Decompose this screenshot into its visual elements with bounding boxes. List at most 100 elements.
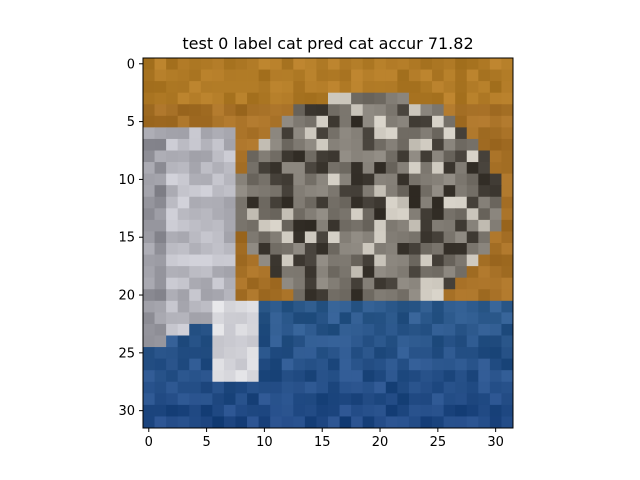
image-pixel [189, 104, 202, 117]
image-pixel [304, 266, 317, 279]
image-pixel [328, 138, 340, 151]
image-pixel [281, 289, 294, 302]
image-pixel [466, 138, 479, 151]
image-pixel [385, 150, 398, 163]
image-pixel [235, 370, 248, 383]
image-pixel [200, 81, 213, 94]
image-pixel [154, 127, 167, 140]
image-pixel [478, 370, 491, 383]
image-pixel [223, 219, 236, 232]
image-pixel [339, 312, 352, 325]
image-pixel [478, 381, 491, 394]
image-pixel [223, 277, 236, 290]
image-pixel [432, 104, 445, 117]
image-pixel [362, 104, 375, 117]
image-pixel [154, 254, 167, 267]
image-pixel [143, 127, 155, 140]
image-pixel [339, 289, 352, 302]
image-pixel [316, 92, 329, 105]
image-pixel [397, 92, 410, 105]
image-pixel [466, 347, 479, 360]
image-pixel [281, 243, 294, 255]
image-pixel [328, 104, 340, 117]
image-pixel [374, 196, 387, 209]
image-pixel [316, 127, 329, 140]
image-pixel [258, 92, 271, 105]
image-pixel [212, 231, 225, 244]
image-pixel [478, 358, 491, 371]
y-tick-label: 30 [118, 404, 135, 419]
image-pixel [281, 104, 294, 117]
image-pixel [223, 208, 236, 221]
image-pixel [223, 266, 236, 279]
image-pixel [247, 300, 260, 313]
image-pixel [304, 404, 317, 417]
image-pixel [258, 173, 271, 186]
image-pixel [385, 323, 398, 336]
image-pixel [478, 81, 491, 94]
image-pixel [235, 381, 248, 394]
image-pixel [166, 277, 179, 290]
image-pixel [455, 347, 468, 360]
image-pixel [374, 185, 387, 198]
image-pixel [247, 138, 260, 151]
image-pixel [466, 81, 479, 94]
image-pixel [501, 58, 514, 70]
image-pixel [420, 277, 433, 290]
image-pixel [455, 243, 468, 255]
image-pixel [501, 393, 514, 406]
image-pixel [143, 92, 155, 105]
image-pixel [339, 347, 352, 360]
image-pixel [235, 231, 248, 244]
image-pixel [432, 277, 445, 290]
image-pixel [304, 208, 317, 221]
image-pixel [247, 243, 260, 255]
image-pixel [247, 92, 260, 105]
image-pixel [177, 254, 190, 267]
image-pixel [154, 185, 167, 198]
image-pixel [385, 381, 398, 394]
image-pixel [143, 115, 155, 128]
image-pixel [328, 127, 340, 140]
image-pixel [339, 58, 352, 70]
image-pixel [247, 115, 260, 128]
image-pixel [281, 208, 294, 221]
image-pixel [385, 196, 398, 209]
image-pixel [455, 358, 468, 371]
image-pixel [316, 335, 329, 348]
image-pixel [489, 92, 502, 105]
image-pixel [478, 196, 491, 209]
image-pixel [143, 300, 155, 313]
image-pixel [281, 138, 294, 151]
image-pixel [443, 81, 456, 94]
image-pixel [247, 323, 260, 336]
image-pixel [247, 370, 260, 383]
image-pixel [351, 196, 364, 209]
image-pixel [316, 104, 329, 117]
image-pixel [258, 254, 271, 267]
image-pixel [351, 150, 364, 163]
image-pixel [281, 358, 294, 371]
image-pixel [166, 208, 179, 221]
image-pixel [177, 69, 190, 82]
image-pixel [293, 370, 306, 383]
image-pixel [362, 69, 375, 82]
image-pixel [143, 416, 155, 429]
image-pixel [293, 393, 306, 406]
image-pixel [200, 219, 213, 232]
image-pixel [339, 231, 352, 244]
image-pixel [397, 300, 410, 313]
image-pixel [293, 277, 306, 290]
image-pixel [281, 92, 294, 105]
image-pixel [328, 115, 340, 128]
image-pixel [281, 277, 294, 290]
image-pixel [293, 92, 306, 105]
image-pixel [212, 289, 225, 302]
image-pixel [420, 150, 433, 163]
image-pixel [432, 208, 445, 221]
image-pixel [385, 277, 398, 290]
image-pixel [258, 323, 271, 336]
image-pixel [281, 312, 294, 325]
image-pixel [270, 92, 283, 105]
image-pixel [304, 323, 317, 336]
